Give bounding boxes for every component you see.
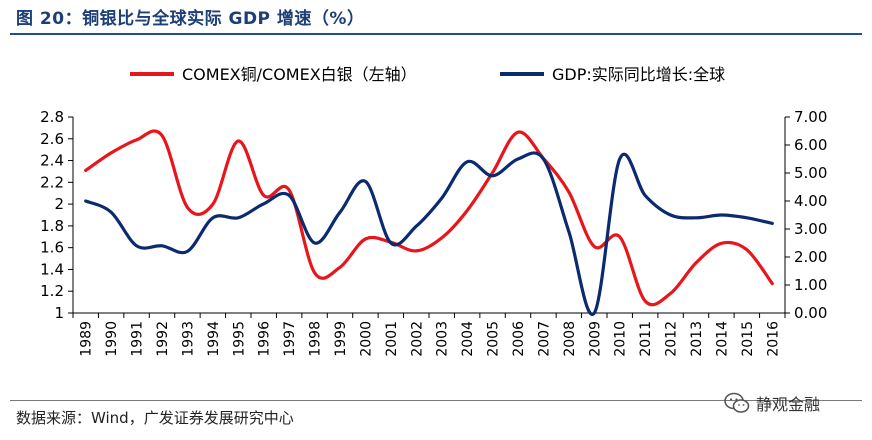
x-tick-label: 2003 — [435, 321, 451, 357]
x-tick-label: 2010 — [613, 321, 629, 357]
y-right-tick-label: 3.00 — [794, 220, 827, 238]
axes: 1 1.2 1.4 1.6 1.8 2 2.2 2.4 2.6 2.8 0.00 1.00 2.00 3.… — [40, 108, 827, 357]
top-rule — [10, 33, 862, 35]
x-tick-label: 2007 — [536, 321, 552, 357]
y-left-tick-label: 1.8 — [40, 217, 64, 235]
y-right-tick-label: 7.00 — [794, 108, 827, 126]
y-left-tick-label: 2.2 — [40, 173, 64, 191]
x-tick-label: 2001 — [384, 321, 400, 357]
y-right-tick-label: 4.00 — [794, 192, 827, 210]
x-tick-label: 2014 — [714, 321, 730, 357]
chart-title: 图 20：铜银比与全球实际 GDP 增速（%） — [16, 9, 365, 29]
x-tick-label: 1996 — [257, 321, 273, 357]
y-left-tick-label: 1.4 — [40, 260, 64, 278]
legend-label: COMEX铜/COMEX白银（左轴） — [182, 65, 417, 84]
x-tick-label: 1989 — [79, 321, 95, 357]
x-tick-label: 1998 — [308, 321, 324, 357]
watermark: 静观金融 — [724, 391, 820, 415]
x-tick-label: 2013 — [689, 321, 705, 357]
x-tick-label: 2006 — [511, 321, 527, 357]
x-tick-label: 1992 — [155, 321, 171, 357]
wechat-icon — [724, 392, 750, 413]
series-line-copper-silver — [84, 129, 774, 307]
x-tick-label: 1991 — [130, 321, 146, 357]
series-gdp — [84, 151, 774, 317]
x-tick-label: 1999 — [333, 321, 349, 357]
x-tick-label: 2000 — [358, 321, 374, 357]
x-tick-label: 1994 — [206, 321, 222, 357]
x-tick-label: 2008 — [562, 321, 578, 357]
x-tick-label: 2015 — [740, 321, 756, 357]
x-tick-label: 2012 — [664, 321, 680, 357]
source-note: 数据来源：Wind，广发证券发展研究中心 — [16, 409, 294, 427]
series-copper-silver — [84, 129, 774, 307]
y-left-tick-label: 2.6 — [40, 130, 64, 148]
y-left-tick-label: 2 — [54, 195, 64, 213]
x-tick-label: 1990 — [104, 321, 120, 357]
y-left-tick-label: 1 — [54, 304, 64, 322]
y-right-tick-label: 2.00 — [794, 248, 827, 266]
x-tick-label: 2009 — [587, 321, 603, 357]
legend: COMEX铜/COMEX白银（左轴） GDP:实际同比增长:全球 — [130, 65, 725, 84]
y-left-tick-label: 2.8 — [40, 108, 64, 126]
x-tick-label: 1997 — [282, 321, 298, 357]
x-tick-label: 1995 — [231, 321, 247, 357]
legend-label: GDP:实际同比增长:全球 — [552, 65, 725, 84]
watermark-text: 静观金融 — [756, 395, 821, 414]
y-right-tick-label: 5.00 — [794, 164, 827, 182]
x-tick-label: 2002 — [409, 321, 425, 357]
x-tick-label: 2016 — [765, 321, 781, 357]
y-left-tick-label: 1.6 — [40, 239, 64, 257]
y-right-tick-label: 6.00 — [794, 136, 827, 154]
bottom-rule — [10, 400, 862, 401]
y-left-tick-label: 2.4 — [40, 152, 64, 170]
x-tick-label: 2011 — [638, 321, 654, 357]
series-line-gdp — [84, 151, 774, 317]
y-right-tick-label: 1.00 — [794, 276, 827, 294]
y-left-tick-label: 1.2 — [40, 282, 64, 300]
x-tick-label: 2005 — [486, 321, 502, 357]
x-tick-label: 2004 — [460, 321, 476, 357]
x-tick-label: 1993 — [180, 321, 196, 357]
y-right-tick-label: 0.00 — [794, 304, 827, 322]
